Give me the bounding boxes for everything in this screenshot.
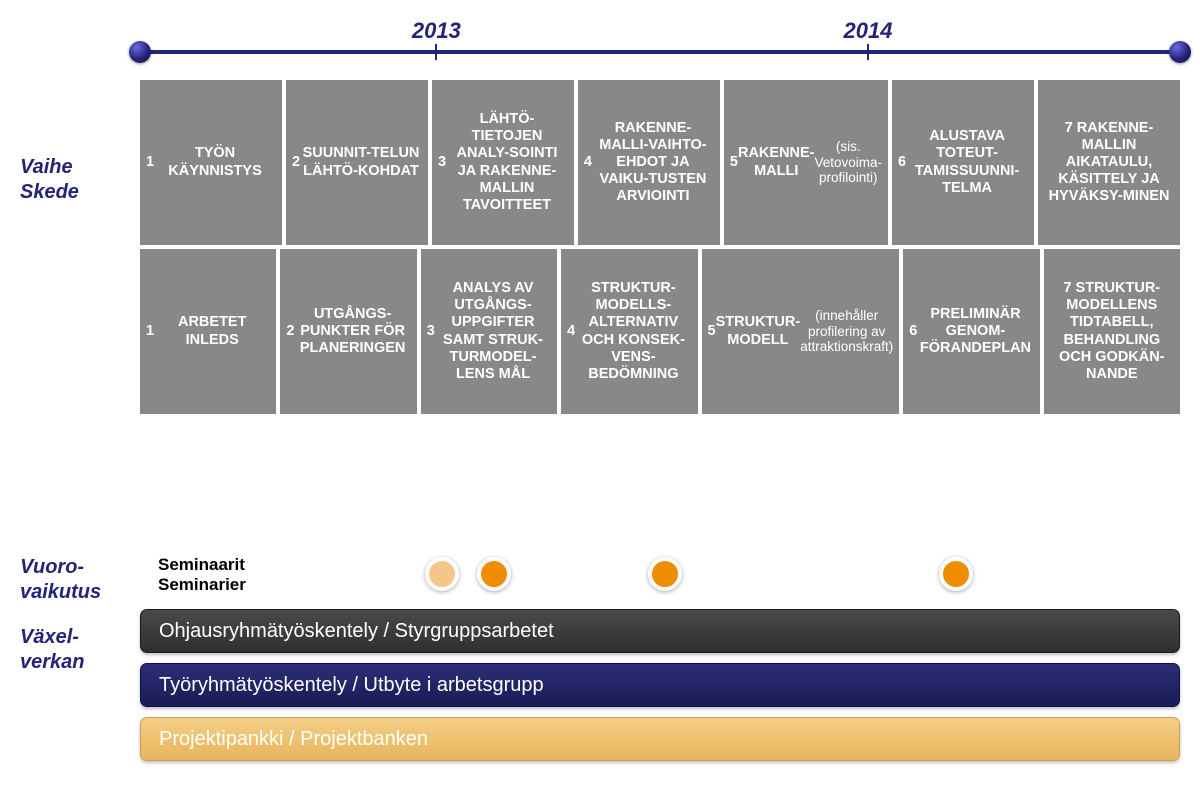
phase-cell: 4RAKENNE-MALLI-VAIHTO-EHDOT JA VAIKU-TUS… [578,80,720,245]
seminar-dot [477,557,511,591]
side-label-phase-sv: Skede [20,180,130,205]
interaction-block: Seminaarit Seminarier Ohjausryhmätyösken… [140,555,1180,761]
interaction-track-label: Projektipankki / Projektbanken [159,728,428,751]
seminar-label-fi: Seminaarit [158,555,246,575]
interaction-track: Työryhmätyöskentely / Utbyte i arbetsgru… [140,663,1180,707]
phase-row-fi: 1TYÖN KÄYNNISTYS2SUUNNIT-TELUN LÄHTÖ-KOH… [140,80,1180,245]
phase-cell: 2SUUNNIT-TELUN LÄHTÖ-KOHDAT [286,80,428,245]
interaction-track: Projektipankki / Projektbanken [140,717,1180,761]
side-label-interaction-sv: Växel-verkan [20,625,130,675]
timeline-axis [140,50,1180,54]
timeline-end-dot [1169,41,1191,63]
timeline-tick [867,44,869,60]
timeline-year-label: 2014 [844,18,893,44]
diagram-root: 2013 2014 Vaihe Skede 1TYÖN KÄYNNISTYS2SU… [0,0,1200,792]
timeline-year-label: 2013 [412,18,461,44]
timeline-tick [435,44,437,60]
phase-cell: 3LÄHTÖ-TIETOJEN ANALY-SOINTI JA RAKENNE-… [432,80,574,245]
interaction-track-label: Ohjausryhmätyöskentely / Styrgruppsarbet… [159,620,554,643]
phase-cell: 7 RAKENNE-MALLIN AIKATAULU, KÄSITTELY JA… [1038,80,1180,245]
timeline-start-dot [129,41,151,63]
phase-cell: 6ALUSTAVA TOTEUT-TAMISSUUNNI-TELMA [892,80,1034,245]
seminar-dot [939,557,973,591]
phase-row-sv: 1ARBETET INLEDS2UTGÅNGS-PUNKTER FÖR PLAN… [140,249,1180,414]
phase-cell: 5STRUKTUR-MODELL(innehåller profilering … [702,249,900,414]
seminar-row: Seminaarit Seminarier [140,555,1180,599]
phase-cell: 1ARBETET INLEDS [140,249,276,414]
phase-cell: 6PRELIMINÄR GENOM-FÖRANDEPLAN [903,249,1039,414]
side-label-interaction-fi: Vuoro-vaikutus [20,555,130,605]
phase-cell: 5RAKENNE-MALLI(sis. Vetovoima-profiloint… [724,80,888,245]
phase-cell: 1TYÖN KÄYNNISTYS [140,80,282,245]
phase-cell: 7 STRUKTUR-MODELLENS TIDTABELL, BEHANDLI… [1044,249,1180,414]
seminar-dot [648,557,682,591]
phase-grid: 1TYÖN KÄYNNISTYS2SUUNNIT-TELUN LÄHTÖ-KOH… [140,80,1180,414]
seminar-label-sv: Seminarier [158,575,246,595]
interaction-track-label: Työryhmätyöskentely / Utbyte i arbetsgru… [159,674,544,697]
phase-cell: 4STRUKTUR-MODELLS-ALTERNATIV OCH KONSEK-… [561,249,697,414]
phase-cell: 3ANALYS AV UTGÅNGS-UPPGIFTER SAMT STRUK-… [421,249,557,414]
phase-cell: 2UTGÅNGS-PUNKTER FÖR PLANERINGEN [280,249,416,414]
seminar-labels: Seminaarit Seminarier [158,555,246,594]
seminar-dot [425,557,459,591]
timeline: 2013 2014 [140,20,1180,70]
side-label-phase: Vaihe Skede [20,155,130,205]
interaction-track: Ohjausryhmätyöskentely / Styrgruppsarbet… [140,609,1180,653]
side-label-phase-fi: Vaihe [20,155,130,180]
